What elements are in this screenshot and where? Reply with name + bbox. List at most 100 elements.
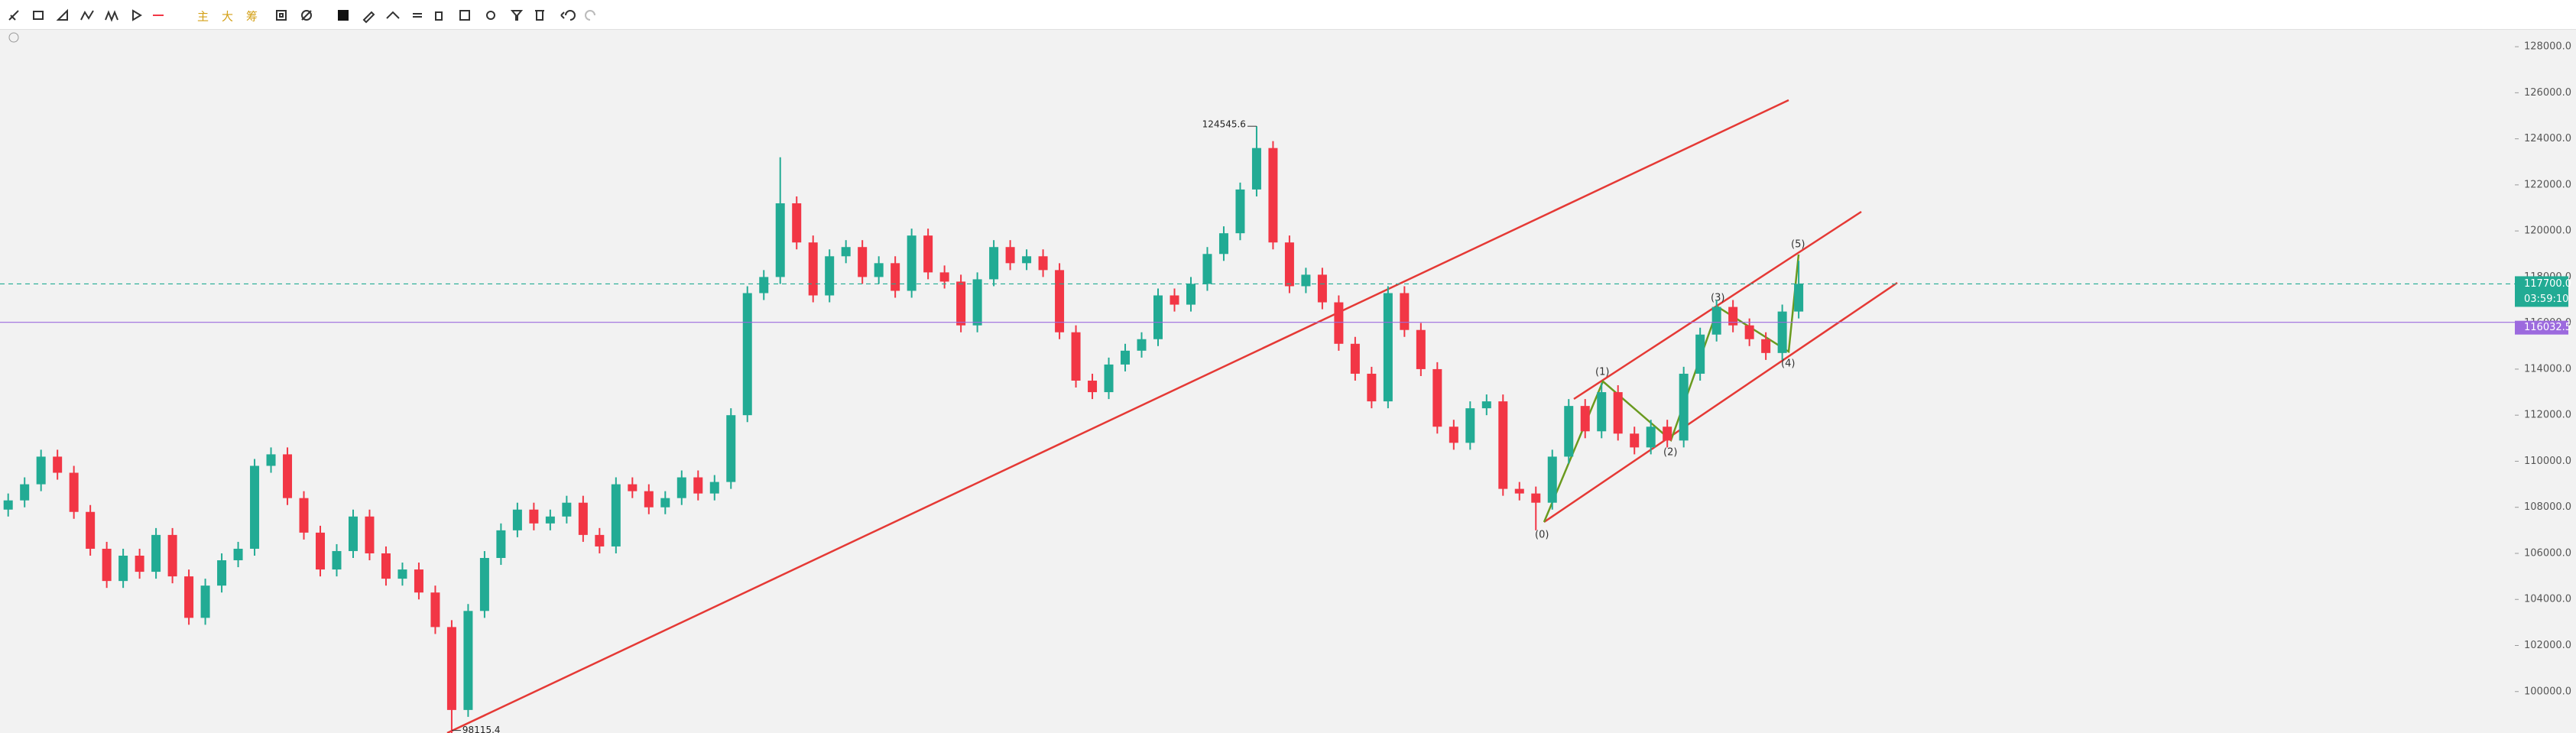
candle-body <box>316 532 326 570</box>
tool-filter[interactable] <box>510 10 524 21</box>
candle-body <box>1794 284 1804 312</box>
candle-body <box>496 530 506 559</box>
candle-body <box>1761 339 1771 353</box>
info-icon[interactable] <box>8 32 19 43</box>
candle-body <box>86 511 96 549</box>
candle-body <box>1711 306 1721 335</box>
toolbar-icons[interactable] <box>8 8 595 24</box>
tool-active[interactable] <box>338 10 349 21</box>
candle-body <box>1498 401 1508 489</box>
tool-pattern[interactable] <box>105 10 118 22</box>
candle-body <box>1055 270 1065 332</box>
y-tick-label: 114000.0 <box>2524 363 2571 375</box>
tool-play[interactable] <box>132 9 142 21</box>
candle-body <box>529 509 539 524</box>
candle-body <box>972 279 982 326</box>
candle-body <box>1663 427 1672 441</box>
toolbar-label[interactable]: 筹 <box>246 10 258 24</box>
candle-body <box>1580 406 1590 432</box>
candle-body <box>118 555 128 582</box>
candle-body <box>1400 293 1410 330</box>
candle-body <box>759 277 769 294</box>
tool-text[interactable] <box>413 13 422 18</box>
candle-body <box>283 454 293 498</box>
last-price-tag <box>2515 276 2568 307</box>
candle-body <box>348 516 358 551</box>
candle-body <box>20 484 30 501</box>
candle-body <box>1301 274 1311 287</box>
tool-magnet[interactable] <box>486 11 495 20</box>
tool-delete[interactable] <box>535 10 544 21</box>
candle-body <box>1202 254 1212 284</box>
candle-body <box>463 611 473 710</box>
candle-body <box>1547 456 1557 503</box>
wave-label: (0) <box>1535 530 1549 541</box>
candle-body <box>578 502 588 535</box>
candle-body <box>644 491 654 508</box>
tool-redo[interactable] <box>585 10 595 21</box>
candle-body <box>53 456 63 473</box>
tool-rect[interactable] <box>33 11 44 20</box>
candle-body <box>1630 433 1640 448</box>
tool-lock[interactable] <box>435 11 443 21</box>
tool-image[interactable] <box>459 10 470 21</box>
tool-line[interactable] <box>8 10 19 21</box>
tool-target[interactable] <box>301 10 312 21</box>
candle-body <box>956 281 966 326</box>
candle-body <box>151 534 161 572</box>
y-tick-label: 108000.0 <box>2524 501 2571 513</box>
candle-body <box>1137 339 1147 351</box>
candle-body <box>200 585 210 618</box>
candle-body <box>167 534 177 577</box>
candle-body <box>1022 256 1032 264</box>
tool-highlighter[interactable] <box>386 11 400 19</box>
tool-pencil[interactable] <box>301 10 312 21</box>
candle-body <box>1186 284 1196 305</box>
candle-body <box>1465 408 1475 443</box>
candle-body <box>1121 350 1131 365</box>
high-annotation: 124545.6 <box>1202 119 1246 130</box>
candle-body <box>1679 373 1689 441</box>
candle-body <box>792 203 802 243</box>
tool-indicator[interactable] <box>276 10 287 21</box>
wave-path <box>1543 254 1800 523</box>
y-tick-label: 122000.0 <box>2524 179 2571 190</box>
tool-fib[interactable] <box>56 8 68 21</box>
wave-labels: (0) (1) (2) (3) (4) (5) <box>1535 239 1805 541</box>
candle-body <box>1728 306 1738 326</box>
candle-body <box>1038 256 1048 271</box>
candle-body <box>874 263 884 277</box>
candle-body <box>1284 242 1294 287</box>
y-tick-label: 106000.0 <box>2524 547 2571 559</box>
candle-body <box>299 498 309 533</box>
candle-body <box>250 465 260 549</box>
tool-wave[interactable] <box>80 10 94 21</box>
candle-body <box>1104 364 1114 393</box>
y-tick-label: 100000.0 <box>2524 686 2571 697</box>
candle-body <box>1481 401 1491 409</box>
candle-body <box>135 555 144 572</box>
candle-body <box>545 516 555 524</box>
tool-brush[interactable] <box>362 11 375 24</box>
plot-area <box>0 30 2576 733</box>
toolbar-label[interactable]: 主 <box>197 10 209 24</box>
candle-body <box>233 548 243 561</box>
tool-undo[interactable] <box>560 10 576 21</box>
y-tick-label: 104000.0 <box>2524 594 2571 605</box>
candle-body <box>841 247 851 257</box>
y-tick-label: 124000.0 <box>2524 133 2571 144</box>
candle-body <box>1564 406 1574 457</box>
candle-body <box>1613 392 1623 434</box>
candle-body <box>693 477 703 494</box>
toolbar-label[interactable]: 大 <box>222 10 233 24</box>
candle-body <box>1367 373 1377 402</box>
candle-body <box>1071 332 1081 381</box>
candle-body <box>365 516 375 553</box>
candle-body <box>742 293 752 416</box>
candle-body <box>1317 274 1327 303</box>
candle-body <box>1416 329 1426 369</box>
candle-body <box>939 272 949 282</box>
candle-body <box>1350 343 1360 374</box>
wave-label: (5) <box>1791 239 1805 251</box>
